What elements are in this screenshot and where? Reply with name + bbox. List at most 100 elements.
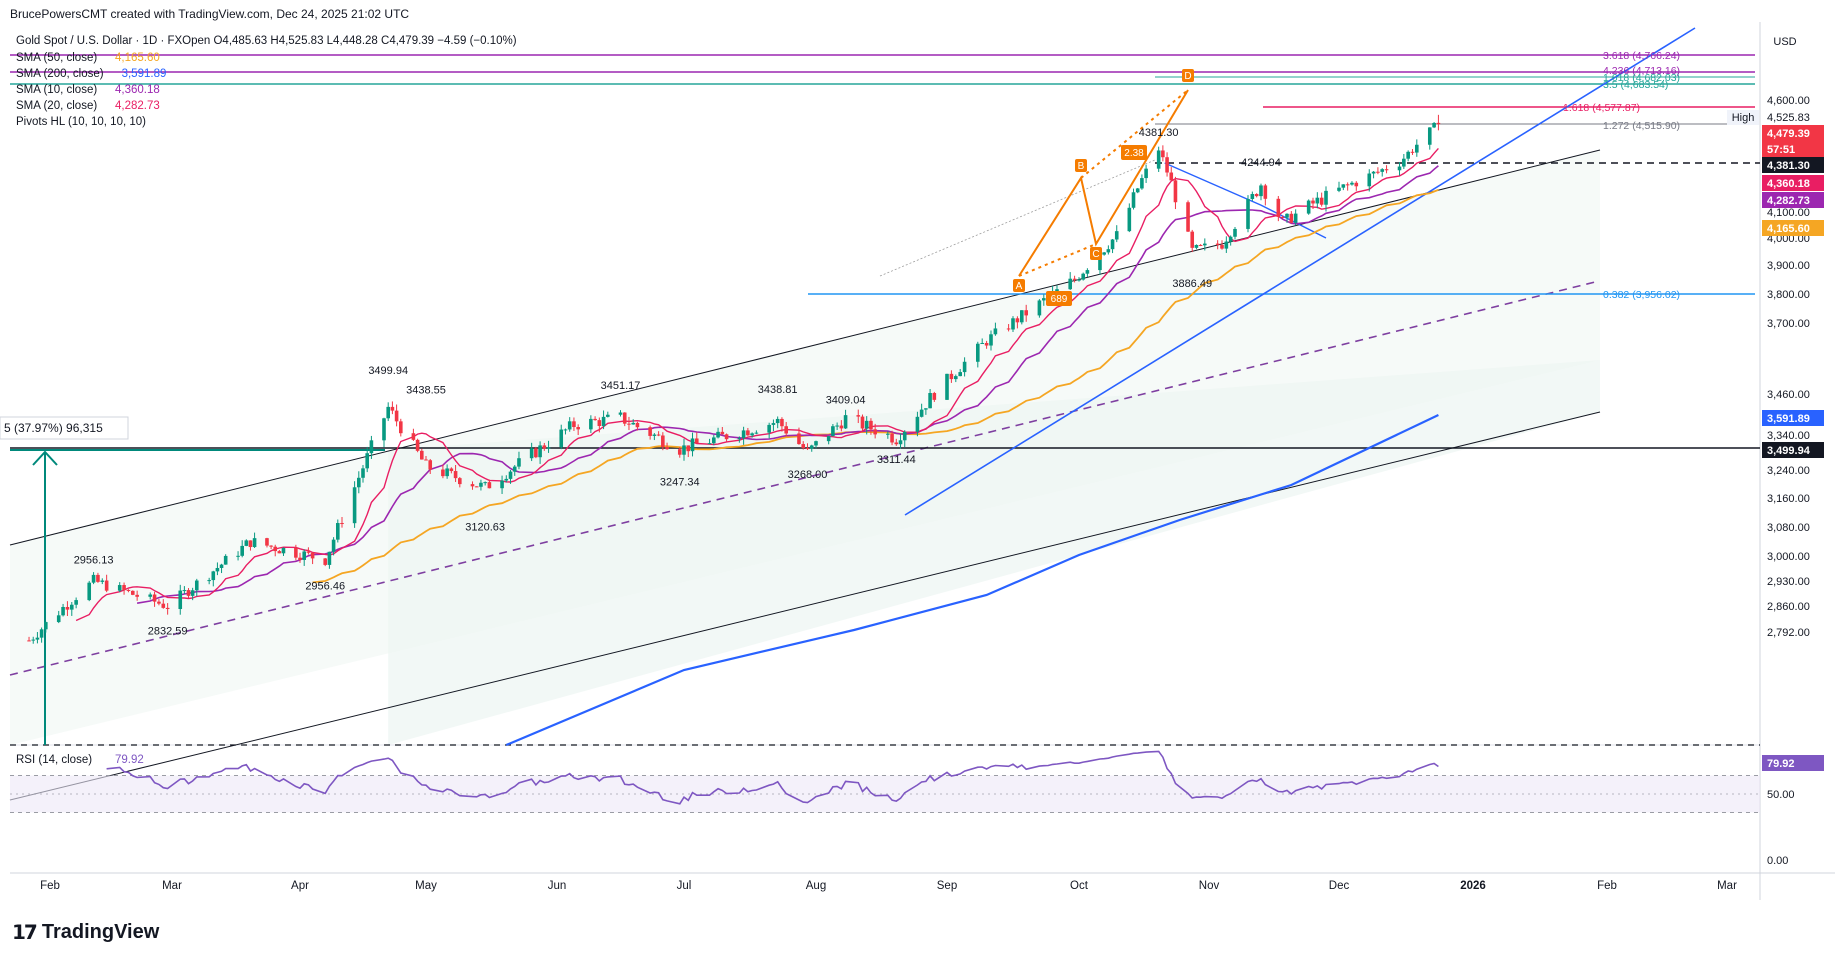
ratio-689-box bbox=[1046, 291, 1072, 306]
candle-body-2025-08-11 bbox=[856, 415, 861, 417]
pivot-label-11: 3120.63 bbox=[465, 521, 505, 533]
candle-body-2025-09-08 bbox=[976, 343, 980, 362]
candle-body-2025-11-20 bbox=[1289, 213, 1294, 223]
candle-body-2025-11-21 bbox=[1293, 213, 1298, 223]
x-tick-7: Sep bbox=[937, 880, 957, 892]
fib-label-2: 1.618 (4,682.03) bbox=[1603, 72, 1680, 84]
candle-body-2025-08-07 bbox=[839, 425, 844, 429]
candle-body-2025-04-07 bbox=[323, 558, 327, 565]
price-tag-box-3 bbox=[1762, 157, 1824, 173]
candle-body-2025-09-01 bbox=[945, 373, 949, 400]
candle-body-2025-12-16 bbox=[1402, 158, 1406, 167]
candle-body-2025-09-12 bbox=[993, 328, 998, 335]
candle-body-2025-02-06 bbox=[69, 604, 74, 610]
legend-sma200-label: SMA (200, close) bbox=[16, 68, 104, 80]
candle-body-2025-05-05 bbox=[441, 469, 445, 477]
y-tick-14: 2,930.00 bbox=[1767, 576, 1810, 588]
candle-body-2025-10-10 bbox=[1114, 231, 1119, 240]
candle-body-2025-04-30 bbox=[420, 450, 424, 460]
chart-header: BrucePowersCMT created with TradingView.… bbox=[10, 7, 410, 21]
candle-body-2025-02-04 bbox=[61, 606, 65, 616]
fib-label-3: 3.5 (4,683.54) bbox=[1603, 79, 1668, 91]
candle-body-2025-06-13 bbox=[606, 414, 610, 417]
candle-body-2025-11-11 bbox=[1250, 194, 1255, 199]
candle-body-2025-03-18 bbox=[240, 545, 244, 556]
candle-body-2025-10-08 bbox=[1106, 249, 1111, 253]
channel-mid-dashed bbox=[9, 281, 1596, 676]
price-tag-1: 4,479.39 bbox=[1767, 128, 1810, 140]
tradingview-logo-text: TradingView bbox=[41, 921, 160, 943]
candle-body-2025-04-14 bbox=[352, 487, 357, 524]
candle-body-2025-08-20 bbox=[894, 442, 899, 445]
candle-body-2025-10-30 bbox=[1198, 244, 1203, 246]
legend-symbol: Gold Spot / U.S. Dollar · 1D · FXOpen O4… bbox=[16, 35, 517, 47]
candle-body-2025-10-24 bbox=[1173, 180, 1178, 203]
x-tick-12: Feb bbox=[1597, 880, 1617, 892]
candle-body-2025-08-15 bbox=[873, 429, 877, 435]
x-tick-10: Dec bbox=[1329, 880, 1350, 892]
candle-body-2025-01-31 bbox=[44, 622, 48, 630]
candle-body-2025-03-24 bbox=[265, 538, 269, 546]
candle-body-2025-07-22 bbox=[771, 423, 776, 425]
rsi-line bbox=[106, 750, 1439, 805]
x-tick-13: Mar bbox=[1717, 880, 1737, 892]
pivot-label-3: 3438.81 bbox=[758, 384, 798, 396]
candle-body-2025-04-23 bbox=[390, 406, 395, 411]
candle-body-2025-09-30 bbox=[1072, 278, 1077, 280]
candle-body-2025-08-08 bbox=[843, 415, 848, 429]
candle-body-2025-08-19 bbox=[890, 433, 894, 443]
x-tick-2: Apr bbox=[291, 880, 309, 892]
candle-body-2025-02-11 bbox=[91, 574, 96, 583]
candle-body-2025-07-17 bbox=[750, 433, 754, 436]
range-label: 5 (37.97%) 96,315 bbox=[4, 421, 103, 435]
ratio-689-label: 689 bbox=[1051, 294, 1068, 305]
harmonic-bd-dotted bbox=[1080, 89, 1189, 179]
price-tag-5: 4,282.73 bbox=[1767, 195, 1810, 207]
candle-body-2025-10-31 bbox=[1203, 243, 1207, 246]
pivot-label-4: 3409.04 bbox=[826, 394, 866, 406]
x-tick-1: Mar bbox=[162, 880, 182, 892]
legend-sma20-label: SMA (20, close) bbox=[16, 100, 97, 112]
candle-body-2025-10-07 bbox=[1102, 252, 1106, 255]
harmonic-legs bbox=[1018, 89, 1189, 277]
channel-lower-line bbox=[9, 411, 1601, 801]
candle-body-2025-12-22 bbox=[1427, 127, 1432, 145]
candle-body-2025-12-04 bbox=[1350, 182, 1354, 185]
x-tick-11: 2026 bbox=[1460, 880, 1486, 892]
candle-body-2025-06-17 bbox=[622, 412, 627, 424]
candle-body-2025-05-26 bbox=[529, 448, 534, 459]
candle-body-2025-06-25 bbox=[656, 434, 661, 436]
candle-body-2025-09-22 bbox=[1037, 300, 1042, 316]
candle-body-2025-04-22 bbox=[386, 406, 390, 419]
candle-body-2025-11-13 bbox=[1259, 185, 1263, 197]
candle-body-2025-06-10 bbox=[593, 418, 597, 421]
candle-body-2025-03-03 bbox=[178, 590, 183, 610]
fib-label-1: 4.236 (4,713.16) bbox=[1603, 65, 1680, 77]
candle-body-2025-07-04 bbox=[694, 438, 699, 444]
tradingview-logo[interactable]: 𝟭𝟳 TradingView bbox=[12, 920, 159, 945]
candle-body-2025-03-31 bbox=[294, 547, 298, 558]
candle-body-2025-12-23 bbox=[1432, 122, 1436, 128]
candle-body-2025-10-17 bbox=[1144, 168, 1148, 179]
candle-body-2025-07-14 bbox=[737, 438, 742, 440]
candle-body-2025-08-18 bbox=[886, 433, 890, 435]
candle-body-2025-12-12 bbox=[1384, 169, 1389, 171]
fib-label-4: 1.618 (4,577.87) bbox=[1563, 102, 1640, 114]
candle-body-2025-04-01 bbox=[298, 557, 302, 560]
candle-body-2025-01-29 bbox=[35, 637, 40, 640]
candle-body-2025-06-19 bbox=[631, 422, 635, 425]
candle-body-2025-10-01 bbox=[1077, 279, 1081, 281]
candle-body-2025-07-01 bbox=[682, 445, 686, 455]
candles-group bbox=[27, 114, 1441, 644]
candle-body-2025-08-27 bbox=[924, 408, 928, 410]
candle-body-2025-07-31 bbox=[809, 445, 814, 449]
candle-body-2025-11-12 bbox=[1254, 194, 1259, 197]
y-tick-16: 2,792.00 bbox=[1767, 627, 1810, 639]
candle-body-2025-02-18 bbox=[122, 585, 126, 591]
harmonic-point-b: B bbox=[1078, 161, 1085, 172]
candle-body-2025-05-06 bbox=[445, 468, 449, 477]
pivot-label-5: 4381.30 bbox=[1139, 127, 1179, 139]
candle-body-2025-09-04 bbox=[958, 372, 962, 377]
candle-body-2025-03-04 bbox=[182, 590, 187, 592]
